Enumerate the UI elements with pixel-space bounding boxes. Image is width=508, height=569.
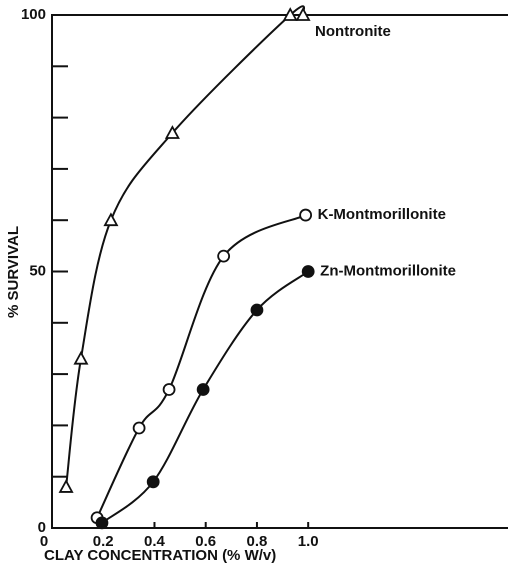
y-tick-label: 0 [38, 519, 46, 536]
marker [295, 7, 311, 21]
marker [282, 7, 298, 21]
marker [73, 350, 89, 365]
marker [164, 125, 180, 139]
marker [250, 303, 264, 317]
marker [132, 421, 146, 435]
marker [95, 516, 109, 530]
marker [162, 383, 176, 396]
x-tick-label: 1.0 [298, 533, 319, 550]
marker [146, 475, 160, 489]
series-line [65, 5, 306, 488]
y-tick-label: 50 [29, 262, 46, 279]
marker [299, 208, 313, 222]
marker [58, 479, 74, 493]
y-axis-title: % SURVIVAL [5, 226, 22, 318]
x-axis-title: CLAY CONCENTRATION (% W/v) [44, 547, 276, 564]
series-label: Nontronite [315, 23, 391, 40]
y-tick-label: 100 [21, 6, 46, 23]
marker [103, 212, 119, 227]
series-label: Zn-Montmorillonite [320, 262, 456, 279]
series-line [96, 214, 307, 519]
series-line [101, 270, 309, 524]
x-tick-label: 0.8 [247, 533, 268, 550]
series-label: K-Montmorillonite [318, 206, 446, 223]
x-tick-label: 0.6 [195, 533, 216, 550]
marker [196, 383, 210, 396]
x-tick-label: 0.4 [144, 533, 166, 550]
marker [301, 265, 315, 278]
x-tick-label: 0 [40, 533, 48, 550]
marker [217, 249, 231, 263]
x-tick-label: 0.2 [93, 533, 114, 550]
